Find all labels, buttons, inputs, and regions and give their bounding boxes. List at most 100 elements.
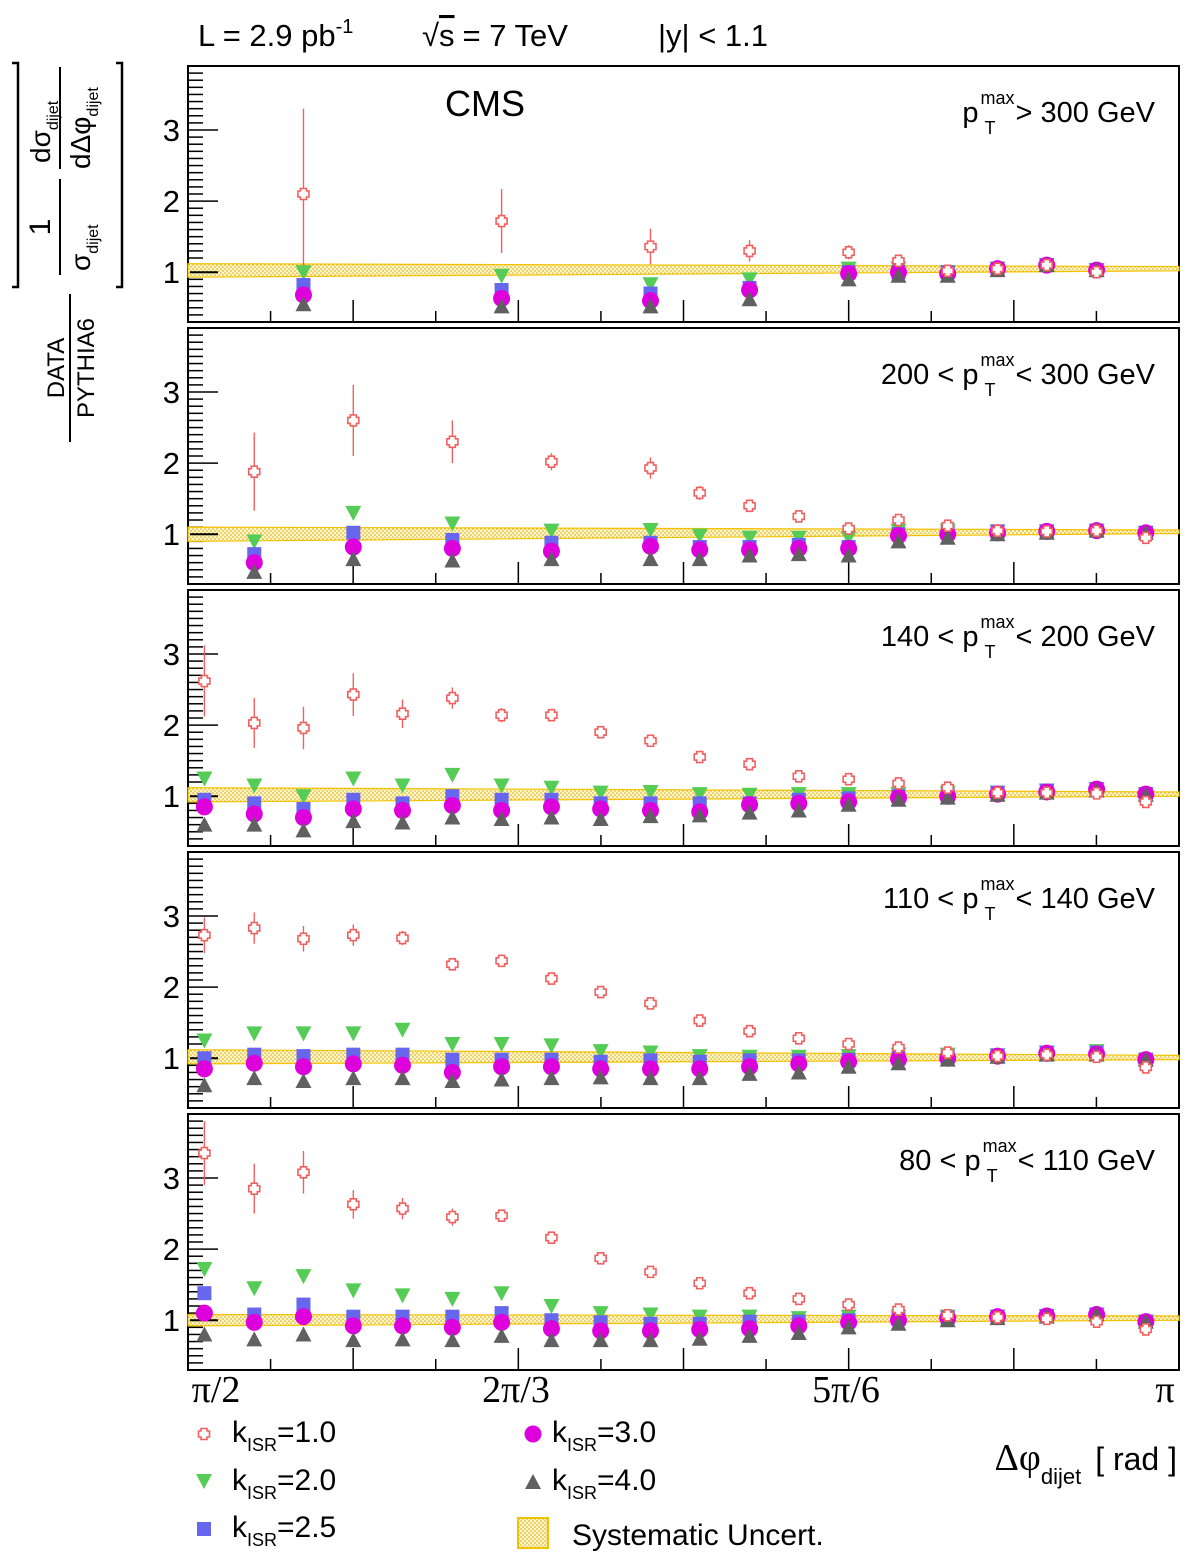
ylabel-sigma-sub: dijet [85, 224, 102, 254]
marker-open-cross [941, 1308, 954, 1322]
panel-3: 1 2 3 140 < p max T < 200 GeV [163, 589, 1180, 847]
marker-triangle-up [741, 291, 758, 307]
marker-open-cross [198, 928, 211, 942]
experiment-label: CMS [445, 83, 525, 124]
panels: 1 2 3 p max T > 300 GeV CMS 1 2 3 200 < p max T < 30… [163, 65, 1180, 1371]
marker-triangle-down [543, 1038, 560, 1054]
marker-circle [592, 1060, 610, 1078]
marker-open-cross [1139, 531, 1153, 545]
marker-triangle-down [642, 1307, 659, 1323]
marker-circle [642, 1060, 660, 1078]
marker-triangle-up [493, 1327, 510, 1343]
rapidity-text: |y| < 1.1 [658, 18, 768, 53]
marker-triangle-up [295, 822, 312, 838]
marker-triangle-up [1137, 1051, 1154, 1067]
marker-open-cross [396, 931, 409, 945]
marker-triangle-up [691, 807, 708, 823]
x-tick-label: 5π/6 [812, 1369, 880, 1411]
marker-triangle-up [790, 802, 807, 818]
lumi-exponent: -1 [336, 16, 354, 38]
ylabel-sigma: σdijet [65, 224, 102, 271]
marker-triangle-down [444, 1291, 461, 1307]
marker-triangle-up [543, 809, 560, 825]
marker-circle [443, 539, 461, 557]
svg-text:kISR=3.0: kISR=3.0 [552, 1416, 656, 1455]
marker-open-cross [247, 921, 261, 935]
marker-circle [344, 1317, 362, 1335]
marker-triangle-down [394, 1022, 411, 1038]
marker-triangle-up [1137, 1313, 1154, 1329]
marker-circle [443, 1063, 461, 1081]
marker-open-cross [644, 734, 657, 748]
legend-syst-swatch [517, 1517, 549, 1549]
marker-triangle-down [246, 1026, 263, 1042]
y-tick-label: 2 [163, 1232, 180, 1267]
panel-4: 1 2 3 110 < p max T < 140 GeV [163, 851, 1180, 1109]
svg-text:kISR=2.0: kISR=2.0 [232, 1464, 336, 1503]
marker-triangle-up [345, 1070, 362, 1086]
marker-circle [592, 800, 610, 818]
marker-triangle-down [345, 1026, 362, 1042]
marker-circle [592, 1322, 610, 1340]
marker-open-cross [693, 486, 707, 500]
ylabel-ddphi-sub: dijet [85, 87, 102, 117]
marker-open-cross [792, 1032, 806, 1045]
y-tick-label: 1 [163, 1303, 180, 1338]
y-tick-label: 2 [163, 708, 180, 743]
marker-circle [691, 1320, 709, 1338]
marker-circle [294, 286, 312, 304]
marker-circle [394, 1056, 412, 1074]
marker-triangle-up [246, 816, 263, 832]
marker-open-cross [297, 187, 310, 201]
marker-circle [524, 1425, 542, 1443]
marker-open-cross [743, 244, 756, 258]
marker-triangle-up [295, 1326, 312, 1342]
marker-open-cross [247, 1182, 261, 1195]
header-text: L = 2.9 pb-1 √s = 7 TeV |y| < 1.1 [198, 16, 768, 53]
marker-open-cross [495, 954, 508, 968]
marker-triangle-down [741, 530, 758, 546]
marker-triangle-up [196, 816, 213, 832]
panel-label: 140 < p max T < 200 GeV [881, 612, 1156, 662]
panel-label: p max T > 300 GeV [962, 88, 1155, 138]
marker-triangle-up [246, 563, 263, 579]
marker-circle [642, 1322, 660, 1340]
marker-triangle-down [592, 1044, 609, 1060]
marker-triangle-up [890, 1055, 907, 1071]
marker-open-cross [743, 499, 756, 513]
marker-open-cross [297, 721, 310, 735]
marker-triangle-down [493, 1286, 510, 1302]
marker-triangle-up [246, 1331, 263, 1347]
marker-triangle-up [444, 1072, 461, 1088]
marker-triangle-up [691, 1070, 708, 1086]
marker-open-cross [297, 1166, 310, 1179]
marker-circle [741, 281, 759, 299]
marker-triangle-up [691, 1330, 708, 1346]
series-k-1_0 [297, 187, 1103, 279]
marker-triangle-down [295, 789, 312, 805]
marker-circle [294, 809, 312, 827]
marker-triangle-down [394, 778, 411, 794]
marker-circle [394, 1317, 412, 1335]
marker-triangle-up [444, 809, 461, 825]
marker-triangle-down [196, 1474, 212, 1489]
panel-label: 200 < p max T < 300 GeV [881, 350, 1156, 400]
marker-open-cross [693, 750, 707, 764]
marker-triangle-down [840, 530, 857, 546]
series-k-1_0 [247, 414, 1153, 545]
marker-open-cross [644, 997, 657, 1010]
marker-circle [642, 537, 660, 555]
series-k-3_0 [195, 780, 1155, 827]
marker-triangle-up [642, 1070, 659, 1086]
marker-triangle-down [394, 1288, 411, 1304]
marker-triangle-down [642, 1045, 659, 1061]
x-title-sub: dijet [1041, 1464, 1081, 1489]
marker-open-cross [446, 958, 459, 971]
svg-text:kISR=4.0: kISR=4.0 [552, 1464, 656, 1503]
marker-triangle-down [444, 1037, 461, 1052]
marker-circle [245, 1313, 263, 1331]
x-axis-title: Δφdijet [ rad ] [994, 1437, 1177, 1489]
marker-open-cross [446, 1210, 459, 1224]
marker-open-cross [545, 1231, 558, 1245]
